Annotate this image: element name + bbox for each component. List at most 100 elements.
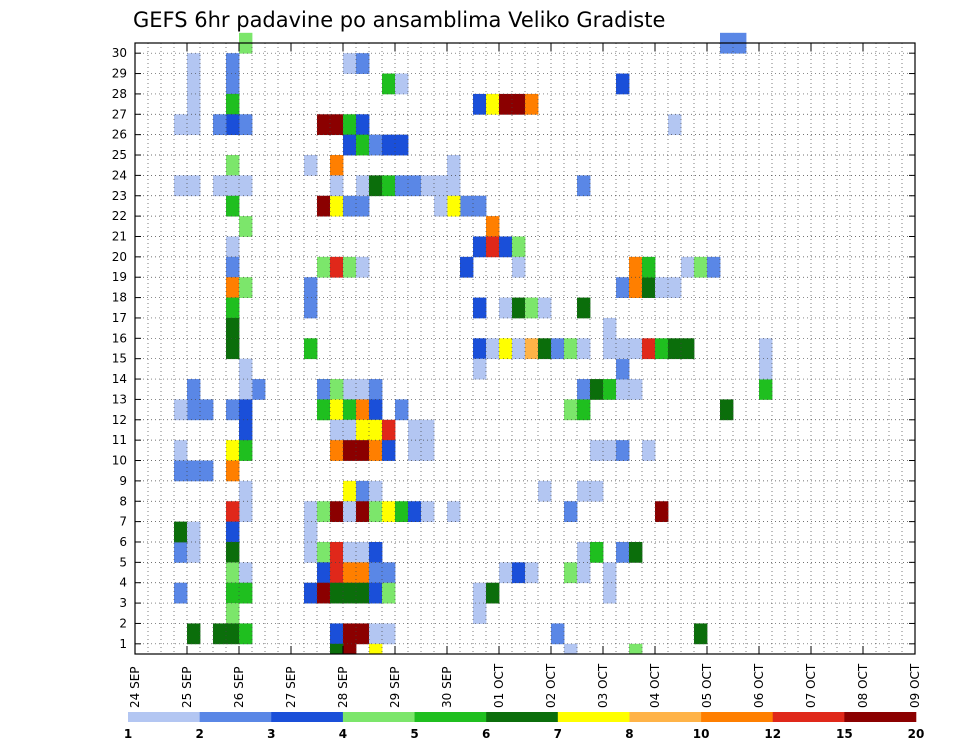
heatmap-cell bbox=[356, 134, 370, 156]
y-tick-label: 14 bbox=[112, 372, 127, 386]
heatmap-cell bbox=[226, 521, 240, 543]
colorbar-segment bbox=[199, 712, 272, 722]
heatmap-cell bbox=[577, 562, 591, 584]
heatmap-cell bbox=[356, 195, 370, 217]
heatmap-cell bbox=[460, 256, 474, 278]
heatmap-cell bbox=[408, 501, 422, 523]
x-tick-label: 29 SEP bbox=[388, 666, 402, 708]
heatmap-cell bbox=[525, 93, 539, 115]
heatmap-cell bbox=[213, 175, 227, 197]
heatmap-cell bbox=[343, 623, 357, 645]
heatmap-cell bbox=[512, 297, 526, 319]
heatmap-cell bbox=[395, 73, 409, 95]
heatmap-cell bbox=[343, 541, 357, 563]
heatmap-cell bbox=[174, 440, 188, 461]
heatmap-cell bbox=[356, 541, 370, 563]
heatmap-cell bbox=[226, 236, 240, 258]
heatmap-cell bbox=[343, 419, 357, 441]
heatmap-cell bbox=[525, 562, 539, 584]
heatmap-cell bbox=[564, 501, 578, 523]
x-tick-label: 07 OCT bbox=[804, 663, 818, 708]
heatmap-cell bbox=[629, 541, 643, 563]
heatmap-cell bbox=[343, 256, 357, 278]
heatmap-cell bbox=[759, 379, 773, 400]
heatmap-cell bbox=[239, 501, 253, 523]
heatmap-cell bbox=[369, 582, 383, 604]
heatmap-cell bbox=[486, 93, 500, 115]
heatmap-cell bbox=[226, 460, 240, 482]
heatmap-cell bbox=[551, 623, 565, 645]
heatmap-cell bbox=[694, 623, 708, 645]
colorbar-label: 15 bbox=[836, 727, 853, 741]
heatmap-cell bbox=[239, 582, 253, 604]
heatmap-cell bbox=[226, 317, 240, 339]
heatmap-cell bbox=[226, 501, 240, 523]
heatmap-cell bbox=[187, 521, 201, 543]
heatmap-cell bbox=[603, 338, 617, 360]
y-tick-label: 27 bbox=[112, 107, 127, 121]
heatmap-cell bbox=[239, 277, 253, 298]
heatmap-cell bbox=[512, 338, 526, 360]
heatmap-cell bbox=[304, 297, 318, 319]
heatmap-cell bbox=[577, 541, 591, 563]
heatmap-cell bbox=[369, 379, 383, 400]
heatmap-cell bbox=[707, 256, 721, 278]
colorbar-segment bbox=[629, 712, 702, 722]
colorbar-label: 20 bbox=[908, 727, 925, 741]
heatmap-cell bbox=[343, 379, 357, 400]
heatmap-cell bbox=[421, 501, 435, 523]
chart-title: GEFS 6hr padavine po ansamblima Veliko G… bbox=[133, 8, 665, 32]
y-tick-label: 9 bbox=[119, 474, 127, 488]
heatmap-cell bbox=[382, 175, 396, 197]
heatmap-cell bbox=[356, 256, 370, 278]
heatmap-cell bbox=[304, 338, 318, 360]
heatmap-cell bbox=[681, 256, 695, 278]
heatmap-cell bbox=[226, 93, 240, 115]
y-tick-label: 13 bbox=[112, 392, 127, 406]
y-tick-label: 23 bbox=[112, 189, 127, 203]
heatmap-cell bbox=[187, 460, 201, 482]
heatmap-cell bbox=[317, 379, 331, 400]
heatmap-cell bbox=[317, 256, 331, 278]
heatmap-cell bbox=[395, 501, 409, 523]
heatmap-cell bbox=[317, 562, 331, 584]
heatmap-cell bbox=[694, 256, 708, 278]
heatmap-cell bbox=[330, 541, 344, 563]
heatmap-cell bbox=[395, 399, 409, 421]
x-tick-label: 01 OCT bbox=[492, 663, 506, 708]
heatmap-cell bbox=[447, 175, 461, 197]
heatmap-cell bbox=[356, 501, 370, 523]
heatmap-cell bbox=[460, 195, 474, 217]
plot-frame bbox=[134, 42, 916, 655]
x-tick-label: 30 SEP bbox=[440, 666, 454, 708]
y-tick-label: 5 bbox=[119, 555, 127, 569]
heatmap-cell bbox=[434, 175, 448, 197]
heatmap-cell bbox=[226, 155, 240, 176]
heatmap-cell bbox=[642, 277, 656, 298]
heatmap-cell bbox=[499, 562, 513, 584]
heatmap-cell bbox=[239, 480, 253, 502]
heatmap-cell bbox=[447, 195, 461, 217]
heatmap-cell bbox=[226, 399, 240, 421]
x-tick-label: 25 SEP bbox=[180, 666, 194, 708]
heatmap-cell bbox=[369, 541, 383, 563]
heatmap-cell bbox=[486, 338, 500, 360]
heatmap-cell bbox=[616, 541, 630, 563]
x-tick-label: 27 SEP bbox=[284, 666, 298, 708]
heatmap-cell bbox=[226, 338, 240, 360]
heatmap-cell bbox=[330, 643, 344, 655]
heatmap-cell bbox=[473, 603, 487, 624]
y-tick-label: 1 bbox=[119, 637, 127, 651]
heatmap-cell bbox=[590, 440, 604, 461]
heatmap-cell bbox=[369, 399, 383, 421]
colorbar-label: 10 bbox=[693, 727, 710, 741]
heatmap-cell bbox=[421, 419, 435, 441]
y-tick-label: 10 bbox=[112, 454, 127, 468]
heatmap-cell bbox=[343, 501, 357, 523]
heatmap-cell bbox=[343, 480, 357, 502]
colorbar-segment bbox=[486, 712, 559, 722]
x-tick-label: 08 OCT bbox=[856, 663, 870, 708]
heatmap-cell bbox=[356, 480, 370, 502]
colorbar-segment bbox=[844, 712, 917, 722]
heatmap-cell bbox=[642, 338, 656, 360]
